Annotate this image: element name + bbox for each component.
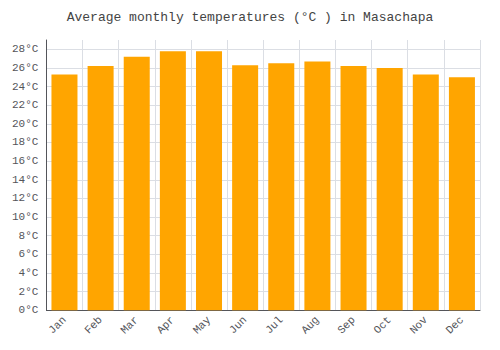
svg-text:Aug: Aug bbox=[299, 314, 321, 336]
svg-text:Average monthly temperatures (: Average monthly temperatures (°C ) in Ma… bbox=[67, 10, 434, 25]
svg-text:Jun: Jun bbox=[227, 314, 249, 336]
svg-text:Feb: Feb bbox=[82, 314, 104, 336]
svg-text:26°C: 26°C bbox=[12, 62, 39, 74]
svg-text:Mar: Mar bbox=[119, 314, 141, 336]
svg-text:Nov: Nov bbox=[408, 314, 431, 337]
svg-text:6°C: 6°C bbox=[19, 248, 39, 260]
svg-text:Jul: Jul bbox=[263, 314, 285, 336]
svg-text:20°C: 20°C bbox=[12, 118, 39, 130]
svg-text:Apr: Apr bbox=[155, 314, 177, 336]
svg-text:12°C: 12°C bbox=[12, 192, 39, 204]
svg-text:0°C: 0°C bbox=[19, 304, 39, 316]
svg-text:14°C: 14°C bbox=[12, 174, 39, 186]
svg-text:18°C: 18°C bbox=[12, 136, 39, 148]
svg-text:24°C: 24°C bbox=[12, 81, 39, 93]
svg-text:16°C: 16°C bbox=[12, 155, 39, 167]
svg-text:22°C: 22°C bbox=[12, 99, 39, 111]
svg-text:May: May bbox=[191, 314, 214, 337]
svg-text:Dec: Dec bbox=[444, 314, 466, 336]
svg-text:8°C: 8°C bbox=[19, 230, 39, 242]
svg-text:28°C: 28°C bbox=[12, 43, 39, 55]
svg-text:4°C: 4°C bbox=[19, 267, 39, 279]
svg-text:Jan: Jan bbox=[46, 314, 68, 336]
svg-text:2°C: 2°C bbox=[19, 286, 39, 298]
svg-text:Oct: Oct bbox=[371, 314, 393, 336]
svg-text:10°C: 10°C bbox=[12, 211, 39, 223]
svg-text:Sep: Sep bbox=[335, 314, 357, 336]
